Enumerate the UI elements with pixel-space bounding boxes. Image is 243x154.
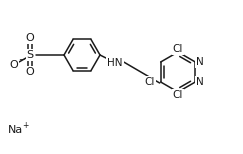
Text: O: O bbox=[26, 67, 34, 77]
Text: O: O bbox=[10, 60, 18, 70]
Text: HN: HN bbox=[107, 58, 123, 68]
Text: Na: Na bbox=[8, 125, 23, 135]
Text: +: + bbox=[22, 120, 28, 130]
Text: Cl: Cl bbox=[144, 77, 155, 87]
Text: S: S bbox=[26, 50, 34, 60]
Text: N: N bbox=[196, 57, 204, 67]
Text: −: − bbox=[18, 55, 25, 64]
Text: N: N bbox=[196, 77, 204, 87]
Text: O: O bbox=[26, 33, 34, 43]
Text: Cl: Cl bbox=[173, 90, 183, 100]
Text: Cl: Cl bbox=[173, 44, 183, 54]
